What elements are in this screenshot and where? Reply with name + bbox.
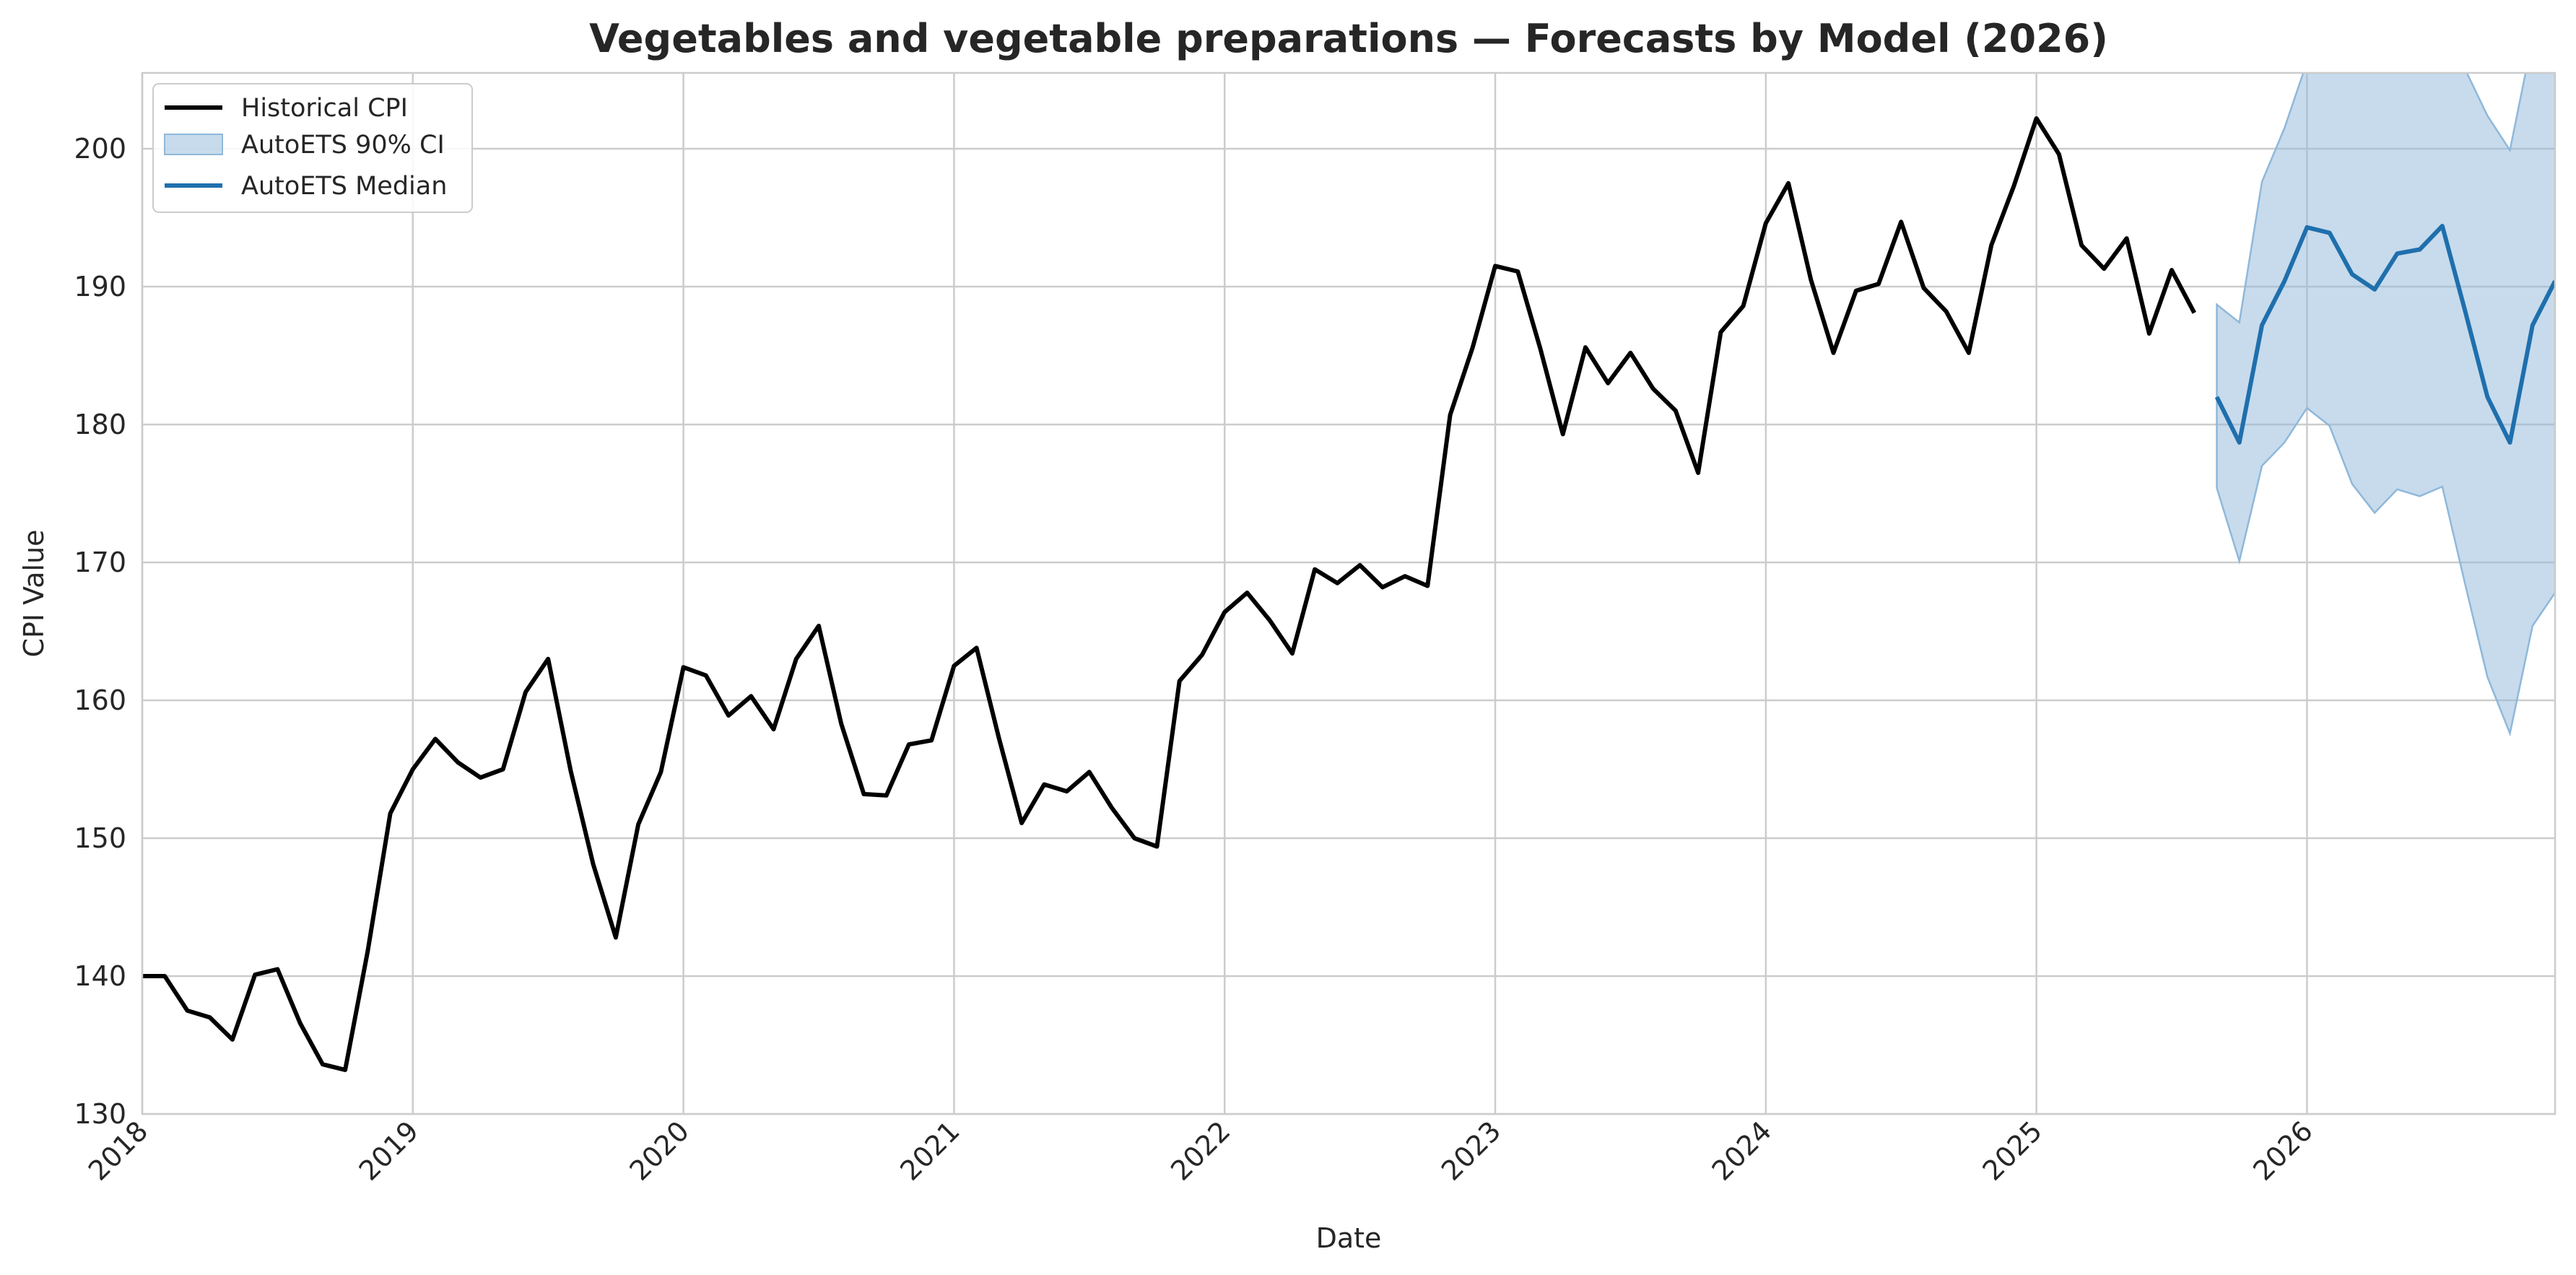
- x-tick-label: 2023: [1435, 1115, 1507, 1187]
- x-tick-label: 2020: [623, 1115, 695, 1187]
- y-tick-label: 160: [74, 684, 126, 716]
- x-tick-label: 2021: [894, 1115, 966, 1187]
- legend-swatch-ci: [164, 134, 223, 155]
- x-tick-label: 2026: [2247, 1115, 2319, 1187]
- legend-label-ci: AutoETS 90% CI: [241, 131, 445, 160]
- legend: Historical CPI AutoETS 90% CI AutoETS Me…: [152, 83, 473, 213]
- y-tick-labels: 130 140 150 160 170 180 190 200: [74, 133, 126, 1130]
- x-tick-label: 2022: [1165, 1115, 1237, 1187]
- plot-frame: [141, 71, 2557, 1115]
- legend-label-median: AutoETS Median: [241, 172, 447, 201]
- y-tick-label: 140: [74, 960, 126, 992]
- y-tick-label: 150: [74, 822, 126, 854]
- y-tick-label: 130: [74, 1098, 126, 1130]
- autoets-median-line: [2214, 224, 2555, 445]
- plot-area: [142, 73, 2555, 1114]
- y-tick-label: 170: [74, 547, 126, 578]
- legend-label-historical: Historical CPI: [241, 94, 408, 123]
- series-lines: [142, 116, 2555, 1072]
- y-axis-label: CPI Value: [18, 529, 50, 657]
- y-tick-label: 190: [74, 271, 126, 303]
- y-tick-label: 180: [74, 409, 126, 440]
- historical-cpi-line: [142, 116, 2196, 1072]
- x-tick-labels: 2018 2019 2020 2021 2022 2023 2024 2025 2026: [82, 1115, 2319, 1187]
- x-tick-label: 2025: [1976, 1115, 2048, 1187]
- y-tick-label: 200: [74, 133, 126, 165]
- x-tick-label: 2024: [1706, 1115, 1778, 1187]
- grid-lines: [141, 73, 2555, 1115]
- chart-title: Vegetables and vegetable preparations — …: [589, 16, 2108, 61]
- x-tick-label: 2019: [353, 1115, 425, 1187]
- legend-box: [152, 83, 473, 213]
- x-axis-label: Date: [1316, 1222, 1382, 1254]
